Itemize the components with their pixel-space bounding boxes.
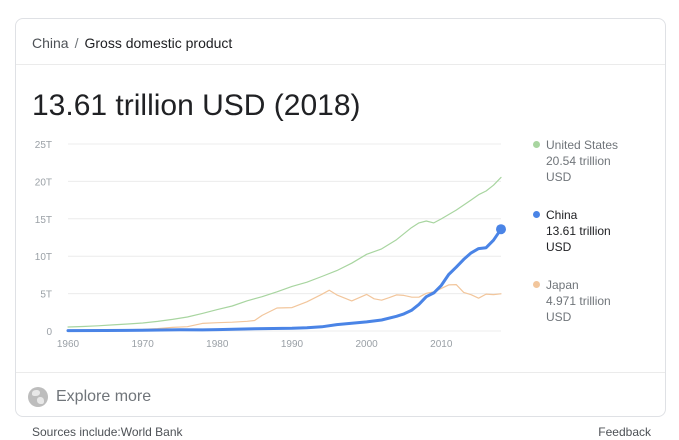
breadcrumb: China / Gross domestic product — [32, 35, 232, 51]
gdp-line-chart[interactable]: 0 5T 10T 15T 20T 25T 1960 1970 1980 1990 2000 2010 — [16, 19, 526, 369]
x-tick-label: 1980 — [206, 339, 229, 350]
y-tick-label: 25T — [35, 140, 52, 151]
legend-unit: USD — [546, 170, 572, 184]
breadcrumb-separator: / — [74, 35, 79, 51]
headline-value: 13.61 trillion USD (2018) — [32, 89, 361, 122]
y-tick-label: 15T — [35, 215, 52, 226]
legend-item-china[interactable]: China 13.61 trillion USD — [533, 207, 653, 255]
series-line-united-states — [67, 176, 502, 328]
knowledge-card: China / Gross domestic product 13.61 trill… — [15, 18, 666, 417]
breadcrumb-country-link[interactable]: China — [32, 35, 69, 51]
explore-more-label: Explore more — [56, 388, 152, 405]
bottom-divider — [16, 372, 665, 373]
legend-dot-united-states — [533, 141, 540, 148]
globe-icon — [28, 387, 48, 407]
china-endpoint-marker — [496, 224, 506, 235]
legend-name: China — [546, 208, 578, 222]
breadcrumb-current: Gross domestic product — [84, 35, 233, 51]
legend-name: United States — [546, 138, 619, 152]
legend-value: 20.54 trillion — [546, 154, 611, 168]
legend-dot-japan — [533, 281, 540, 288]
feedback-link[interactable]: Feedback — [598, 425, 651, 439]
x-tick-label: 1990 — [281, 339, 304, 350]
y-tick-label: 5T — [40, 290, 52, 301]
legend-dot-china — [533, 211, 540, 218]
explore-more-button[interactable]: Explore more — [28, 385, 151, 409]
x-tick-label: 2000 — [355, 339, 378, 350]
series-line-china — [66, 227, 503, 333]
legend-item-japan[interactable]: Japan 4.971 trillion USD — [533, 277, 653, 325]
series-line-japan — [67, 284, 502, 332]
y-tick-label: 10T — [35, 252, 52, 263]
top-divider — [16, 64, 665, 65]
legend-unit: USD — [546, 240, 572, 254]
y-tick-label: 0 — [46, 327, 52, 338]
x-tick-label: 1960 — [57, 339, 80, 350]
legend-item-united-states[interactable]: United States 20.54 trillion USD — [533, 137, 653, 185]
legend-name: Japan — [546, 278, 579, 292]
y-tick-label: 20T — [35, 177, 52, 188]
legend-unit: USD — [546, 310, 572, 324]
chart-legend: United States 20.54 trillion USD China 1… — [533, 137, 653, 347]
sources-text: Sources include:World Bank — [32, 425, 183, 439]
legend-value: 4.971 trillion — [546, 294, 611, 308]
x-tick-label: 2010 — [430, 339, 453, 350]
x-tick-label: 1970 — [132, 339, 155, 350]
legend-value: 13.61 trillion — [546, 224, 611, 238]
